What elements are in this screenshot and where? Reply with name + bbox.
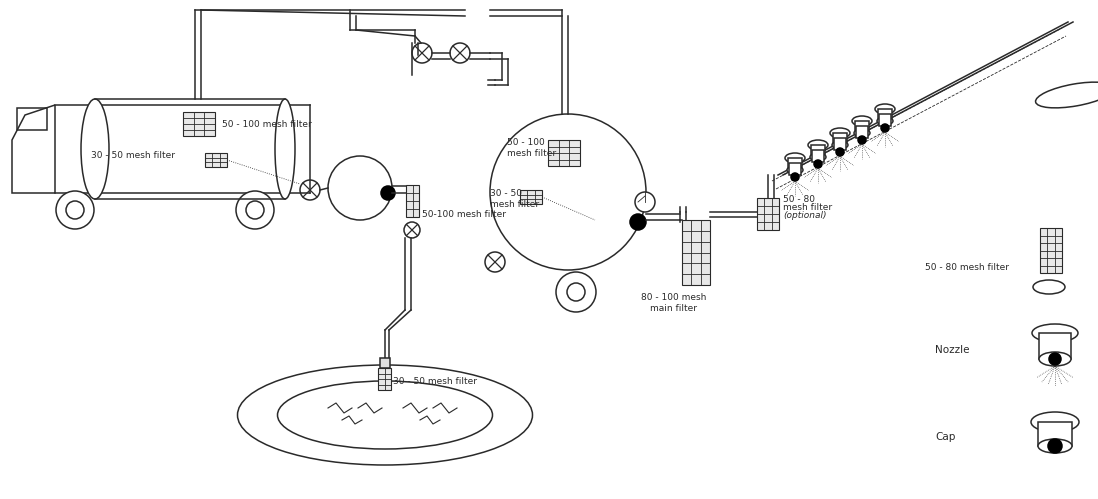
Text: 30 - 50
mesh filter: 30 - 50 mesh filter <box>490 189 539 209</box>
Ellipse shape <box>830 128 850 138</box>
Bar <box>1038 422 1072 446</box>
Bar <box>1039 333 1071 359</box>
Bar <box>380 358 390 368</box>
Bar <box>1040 228 1062 273</box>
Text: 50 - 80 mesh filter: 50 - 80 mesh filter <box>925 263 1009 272</box>
Circle shape <box>881 124 889 132</box>
Bar <box>757 198 778 230</box>
Circle shape <box>328 156 392 220</box>
Circle shape <box>858 136 866 144</box>
Text: 80 - 100 mesh
main filter: 80 - 100 mesh main filter <box>641 293 707 313</box>
Ellipse shape <box>854 129 870 137</box>
Bar <box>520 190 542 204</box>
Bar <box>878 109 892 121</box>
Text: 50 - 80: 50 - 80 <box>783 195 815 204</box>
Ellipse shape <box>1035 82 1098 108</box>
Text: mesh filter: mesh filter <box>783 203 832 212</box>
Bar <box>682 220 710 285</box>
Text: 30 - 50 mesh filter: 30 - 50 mesh filter <box>91 152 175 161</box>
Bar <box>378 368 391 390</box>
Bar <box>406 185 419 217</box>
Bar <box>855 121 869 133</box>
Ellipse shape <box>832 141 848 149</box>
Text: (optional): (optional) <box>783 211 827 220</box>
Bar <box>856 126 869 138</box>
Circle shape <box>490 114 646 270</box>
Bar <box>813 150 824 162</box>
Circle shape <box>381 186 395 200</box>
Text: Nozzle: Nozzle <box>935 345 970 355</box>
Circle shape <box>567 283 585 301</box>
Circle shape <box>56 191 94 229</box>
Ellipse shape <box>1032 324 1078 342</box>
Ellipse shape <box>1038 439 1072 453</box>
Circle shape <box>635 192 656 212</box>
Bar <box>16 108 47 130</box>
Text: 30 - 50 mesh filter: 30 - 50 mesh filter <box>393 378 477 387</box>
Bar <box>548 140 580 166</box>
Bar <box>789 163 802 175</box>
Ellipse shape <box>81 99 109 199</box>
Circle shape <box>814 160 822 168</box>
Circle shape <box>236 191 274 229</box>
Text: 50-100 mesh filter: 50-100 mesh filter <box>422 210 506 219</box>
Ellipse shape <box>1031 412 1079 432</box>
Bar <box>834 138 845 150</box>
Circle shape <box>1049 353 1061 365</box>
Circle shape <box>791 173 799 181</box>
Bar <box>788 158 802 170</box>
Bar <box>811 145 825 157</box>
Ellipse shape <box>237 365 533 465</box>
Ellipse shape <box>877 117 893 125</box>
Ellipse shape <box>787 166 803 174</box>
Ellipse shape <box>808 140 828 150</box>
Ellipse shape <box>1039 352 1071 366</box>
Bar <box>205 153 227 167</box>
Circle shape <box>246 201 264 219</box>
Circle shape <box>1047 439 1062 453</box>
Ellipse shape <box>852 116 872 126</box>
Circle shape <box>66 201 85 219</box>
Circle shape <box>630 214 646 230</box>
Ellipse shape <box>1033 280 1065 294</box>
Circle shape <box>556 272 596 312</box>
Ellipse shape <box>274 99 295 199</box>
Bar <box>183 112 215 136</box>
Bar <box>879 114 890 126</box>
Text: 50 - 100 mesh filter: 50 - 100 mesh filter <box>222 119 312 129</box>
Ellipse shape <box>875 104 895 114</box>
Circle shape <box>836 148 844 156</box>
Bar <box>833 133 847 145</box>
Ellipse shape <box>810 153 826 161</box>
Text: 50 - 100
mesh filter: 50 - 100 mesh filter <box>507 138 556 158</box>
Ellipse shape <box>785 153 805 163</box>
Ellipse shape <box>278 381 493 449</box>
Text: Cap: Cap <box>935 432 955 442</box>
